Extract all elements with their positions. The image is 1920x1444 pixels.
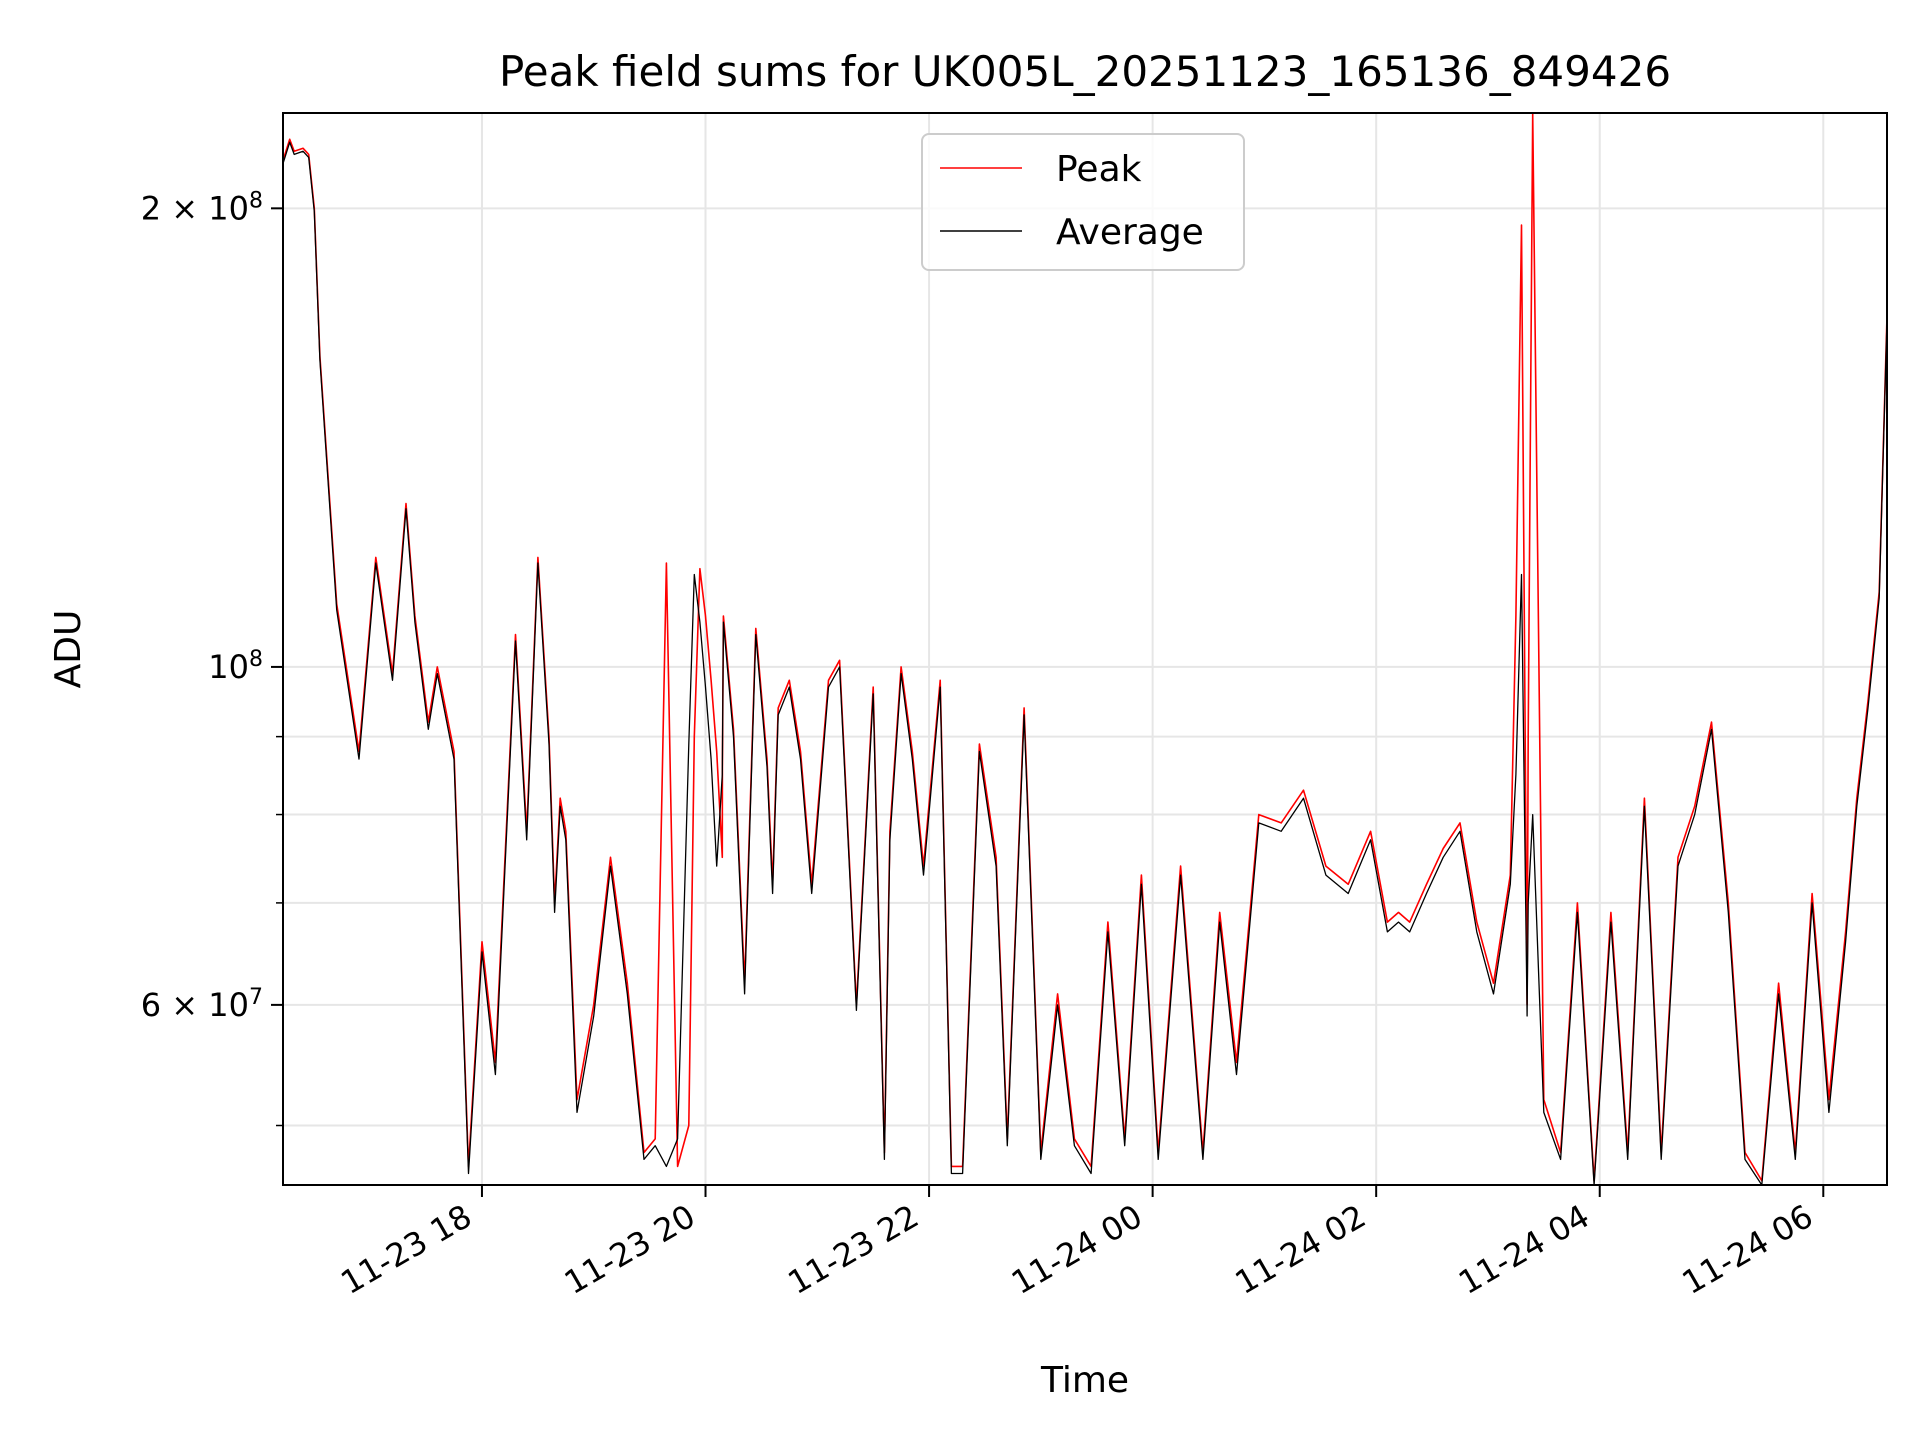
y-tick-label: 2 × 108 [141, 188, 263, 228]
y-tick-label: 6 × 107 [141, 984, 263, 1024]
x-axis-label: Time [1040, 1360, 1129, 1401]
legend-peak-label: Peak [1056, 149, 1142, 190]
legend-average-label: Average [1056, 212, 1204, 253]
y-axis-label: ADU [48, 610, 89, 689]
y-tick-label: 108 [208, 646, 263, 686]
legend: Peak Average [921, 133, 1245, 271]
chart-title: Peak field sums for UK005L_20251123_1651… [499, 47, 1671, 96]
series-group [283, 113, 1887, 1185]
series-line-average [283, 141, 1887, 1185]
plot-frame [282, 112, 1888, 1186]
